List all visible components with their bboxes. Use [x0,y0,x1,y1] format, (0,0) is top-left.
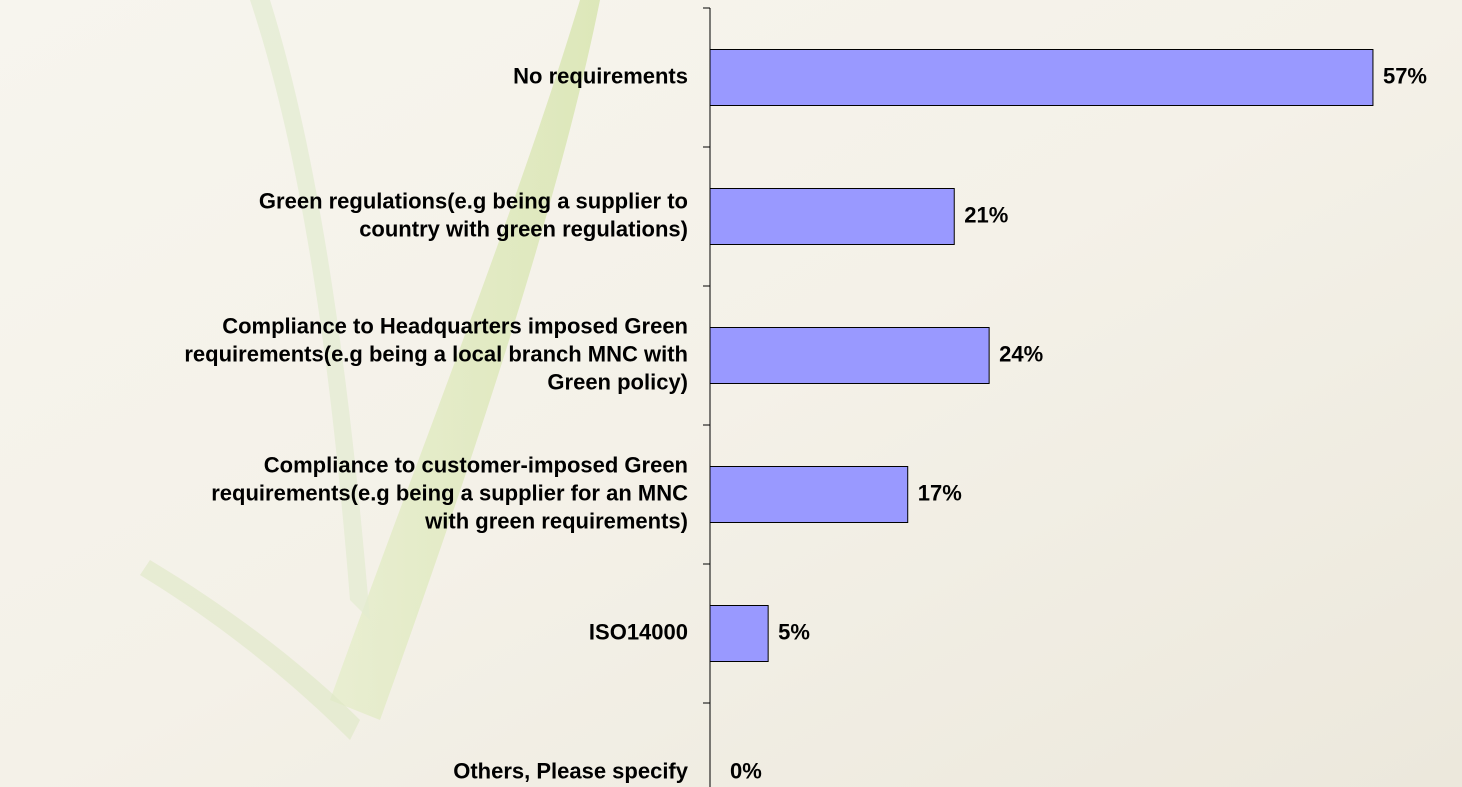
leaf-decoration [330,0,600,720]
bar [709,466,909,523]
category-label: ISO14000 [589,619,688,644]
category-label: Others, Please specify [453,758,689,783]
category-label: Compliance to customer-imposed Green [264,452,688,477]
category-label: requirements(e.g being a local branch MN… [184,341,688,366]
value-label: 17% [918,480,962,505]
bar [709,188,955,245]
category-label: No requirements [513,63,688,88]
category-label: requirements(e.g being a supplier for an… [211,480,688,505]
bar [709,327,990,384]
value-label: 57% [1383,63,1427,88]
value-label: 5% [778,619,810,644]
category-label: country with green regulations) [359,216,688,241]
bar [709,49,1374,106]
category-label: Compliance to Headquarters imposed Green [222,313,688,338]
value-label: 24% [999,341,1043,366]
leaf-decoration [250,0,370,620]
category-label: Green regulations(e.g being a supplier t… [259,188,688,213]
value-label: 21% [964,202,1008,227]
leaf-decoration [140,560,360,740]
category-label: Green policy) [547,369,688,394]
category-label: with green requirements) [424,508,688,533]
value-label: 0% [730,758,762,783]
bar [709,605,769,662]
